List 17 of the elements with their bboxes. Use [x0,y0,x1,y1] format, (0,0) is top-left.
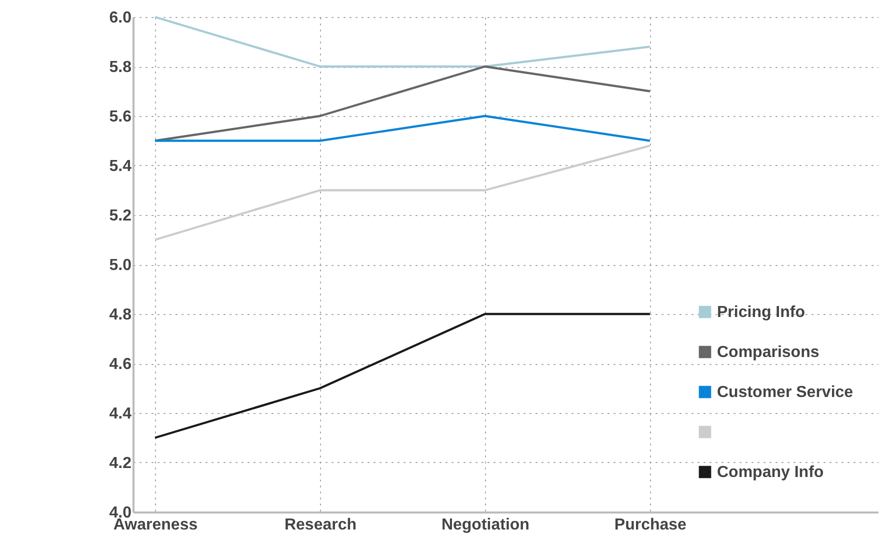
y-tick-label: 6.0 [109,10,132,26]
y-tick-label: 5.2 [109,208,132,224]
y-tick-label: 5.0 [109,257,132,274]
x-tick-label: Research [284,516,356,534]
x-tick-label: Negotiation [441,516,530,534]
y-tick-label: 4.4 [109,406,132,422]
y-tick-label: 4.2 [109,455,132,472]
y-tick-label: 5.6 [109,108,132,126]
y-tick-label: 4.8 [109,306,132,324]
y-tick-label: 5.4 [109,158,132,175]
y-tick-label: 4.6 [109,356,132,373]
legend-label: Pricing Info [717,304,806,321]
x-tick-label: Purchase [614,516,687,534]
legend-label: Customer Service [717,384,854,401]
legend-label: Comparisons [717,344,820,361]
legend-label: Company Info [717,464,824,481]
y-tick-label: 5.8 [109,59,132,76]
